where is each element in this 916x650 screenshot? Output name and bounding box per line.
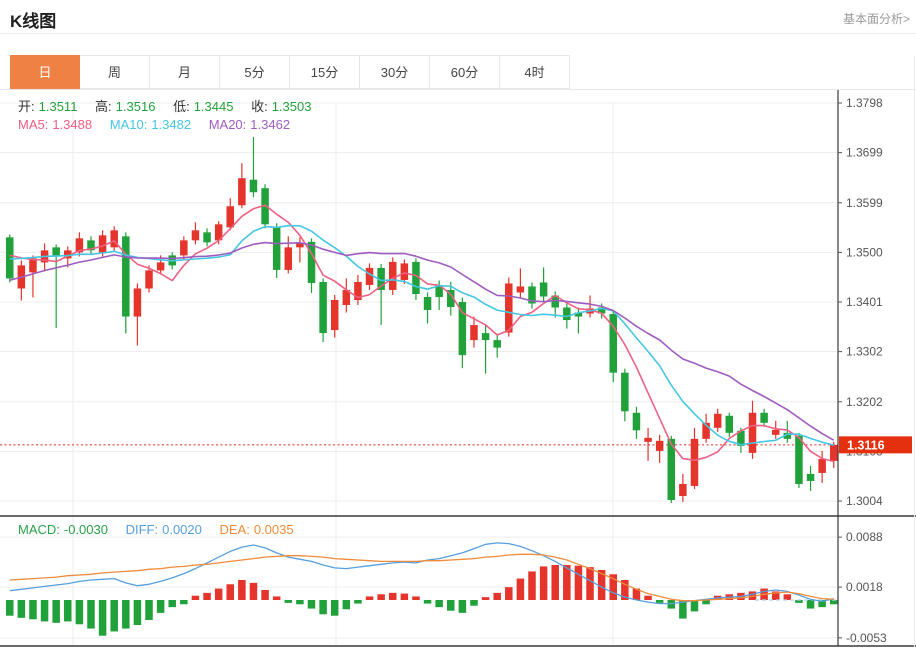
page-title: K线图 <box>10 12 57 31</box>
tab-15min[interactable]: 15分 <box>290 55 360 89</box>
ma5-value: 1.3488 <box>52 117 93 132</box>
right-border <box>914 55 915 647</box>
price-badge: 1.3116 <box>839 436 912 454</box>
macd-label: MACD: <box>18 522 60 537</box>
dea-label: DEA: <box>219 522 250 537</box>
tab-week[interactable]: 周 <box>80 55 150 89</box>
tab-30min[interactable]: 30分 <box>360 55 430 89</box>
macd-histogram <box>6 564 838 636</box>
candles-layer <box>6 137 838 504</box>
open-value: 1.3511 <box>38 99 78 114</box>
ma20-line <box>9 241 835 441</box>
ma10-value: 1.3482 <box>151 117 192 132</box>
dea-line <box>9 553 834 602</box>
header-divider <box>0 33 916 34</box>
svg-text:1.3798: 1.3798 <box>846 96 883 110</box>
high-value: 1.3516 <box>115 99 156 114</box>
macd-legend: MACD: -0.0030 DIFF: 0.0020 DEA: 0.0035 <box>18 522 298 537</box>
period-tab-bar: 日 周 月 5分 15分 30分 60分 4时 <box>0 55 916 90</box>
tab-day[interactable]: 日 <box>10 55 80 89</box>
diff-value: 0.0020 <box>162 522 202 537</box>
tab-4hour[interactable]: 4时 <box>500 55 570 89</box>
svg-text:-0.0053: -0.0053 <box>846 631 887 645</box>
ma5-line <box>9 204 834 463</box>
tab-5min[interactable]: 5分 <box>220 55 290 89</box>
svg-text:0.0018: 0.0018 <box>846 580 883 594</box>
svg-text:1.3302: 1.3302 <box>846 345 883 359</box>
svg-text:1.3004: 1.3004 <box>846 494 883 508</box>
svg-text:1.3202: 1.3202 <box>846 395 883 409</box>
ohlc-legend: 开: 1.3511 高: 1.3516 低: 1.3445 收: 1.3503 <box>18 96 315 115</box>
high-label: 高: <box>95 99 112 114</box>
dea-value: 0.0035 <box>253 522 294 537</box>
ma-legend: MA5: 1.3488 MA10: 1.3482 MA20: 1.3462 <box>18 117 294 132</box>
y-axis-labels: 1.3798 1.3699 1.3599 1.3500 1.3401 1.3302 1.32… <box>838 96 887 645</box>
ma20-label: MA20: <box>208 117 247 132</box>
svg-text:1.3500: 1.3500 <box>846 245 883 259</box>
ma10-label: MA10: <box>109 117 148 132</box>
svg-text:1.3599: 1.3599 <box>846 196 883 210</box>
ma5-label: MA5: <box>18 117 49 132</box>
low-label: 低: <box>173 99 190 114</box>
close-label: 收: <box>251 99 268 114</box>
open-label: 开: <box>18 99 35 114</box>
tab-60min[interactable]: 60分 <box>430 55 500 89</box>
svg-text:1.3699: 1.3699 <box>846 146 883 160</box>
svg-text:1.3116: 1.3116 <box>847 438 885 452</box>
chart-area: 1.3798 1.3699 1.3599 1.3500 1.3401 1.3302 1.32… <box>0 90 916 650</box>
kline-chart[interactable]: 1.3798 1.3699 1.3599 1.3500 1.3401 1.3302 1.32… <box>0 90 916 650</box>
panel-borders <box>0 90 916 647</box>
ma20-value: 1.3462 <box>250 117 291 132</box>
diff-line <box>9 542 834 605</box>
svg-text:0.0088: 0.0088 <box>846 530 883 544</box>
low-value: 1.3445 <box>193 99 234 114</box>
tab-month[interactable]: 月 <box>150 55 220 89</box>
diff-label: DIFF: <box>125 522 159 537</box>
fundamental-analysis-link[interactable]: 基本面分析> <box>842 12 910 26</box>
macd-value: -0.0030 <box>63 522 108 537</box>
svg-text:1.3401: 1.3401 <box>846 295 883 309</box>
close-value: 1.3503 <box>271 99 312 114</box>
grid-layer <box>0 102 838 646</box>
